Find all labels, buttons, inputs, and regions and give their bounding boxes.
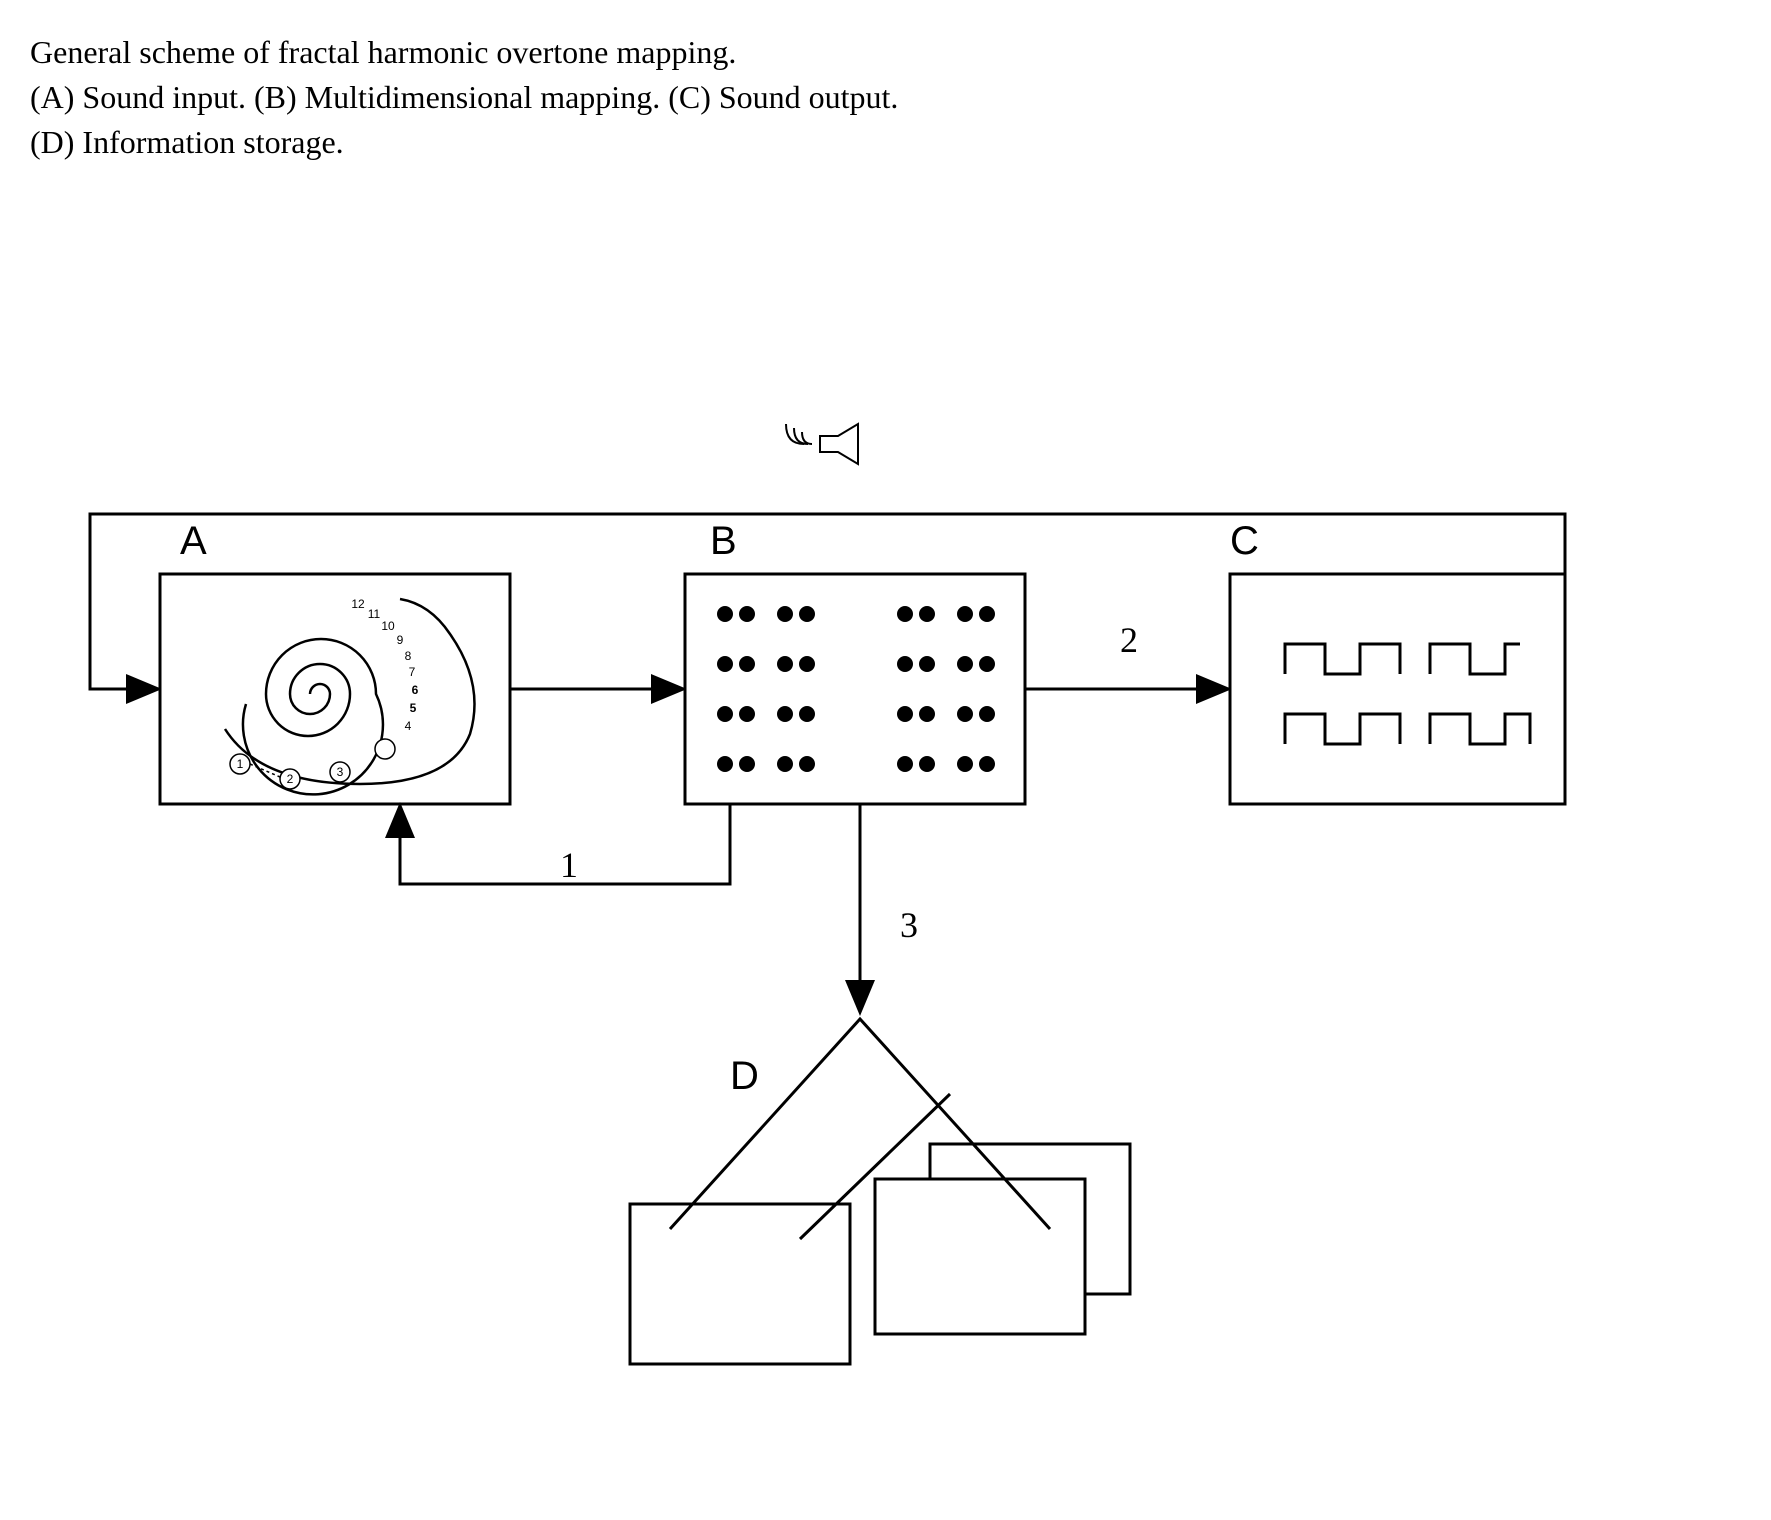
svg-text:11: 11 bbox=[368, 607, 381, 621]
svg-text:4: 4 bbox=[405, 719, 412, 733]
arrow-B-back-A bbox=[400, 804, 730, 884]
svg-text:7: 7 bbox=[409, 665, 416, 679]
svg-text:1: 1 bbox=[237, 757, 244, 771]
svg-text:12: 12 bbox=[351, 597, 365, 611]
diagram-svg: 1 2 3 4 5 6 7 8 9 10 11 12 bbox=[30, 224, 1730, 1424]
svg-text:10: 10 bbox=[381, 619, 395, 633]
svg-text:3: 3 bbox=[337, 765, 344, 779]
diagram-container: A B C D 1 2 3 1 2 bbox=[30, 224, 1730, 1324]
svg-text:8: 8 bbox=[405, 649, 412, 663]
svg-text:2: 2 bbox=[287, 772, 294, 786]
box-C bbox=[1230, 574, 1565, 804]
caption-line3: (D) Information storage. bbox=[30, 120, 1741, 165]
caption-line2: (A) Sound input. (B) Multidimensional ma… bbox=[30, 75, 1741, 120]
svg-text:9: 9 bbox=[397, 633, 404, 647]
svg-text:5: 5 bbox=[410, 701, 417, 715]
caption-line1: General scheme of fractal harmonic overt… bbox=[30, 30, 1741, 75]
svg-text:6: 6 bbox=[412, 683, 419, 697]
speaker-icon bbox=[786, 424, 858, 464]
box-B bbox=[685, 574, 1025, 804]
D-storage-shapes bbox=[630, 1019, 1130, 1364]
